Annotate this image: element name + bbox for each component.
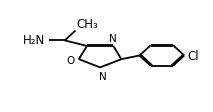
Text: H₂N: H₂N [23, 34, 46, 47]
Text: O: O [66, 56, 74, 66]
Text: CH₃: CH₃ [76, 18, 98, 30]
Text: N: N [99, 71, 106, 81]
Text: N: N [109, 33, 117, 43]
Text: Cl: Cl [187, 50, 199, 62]
